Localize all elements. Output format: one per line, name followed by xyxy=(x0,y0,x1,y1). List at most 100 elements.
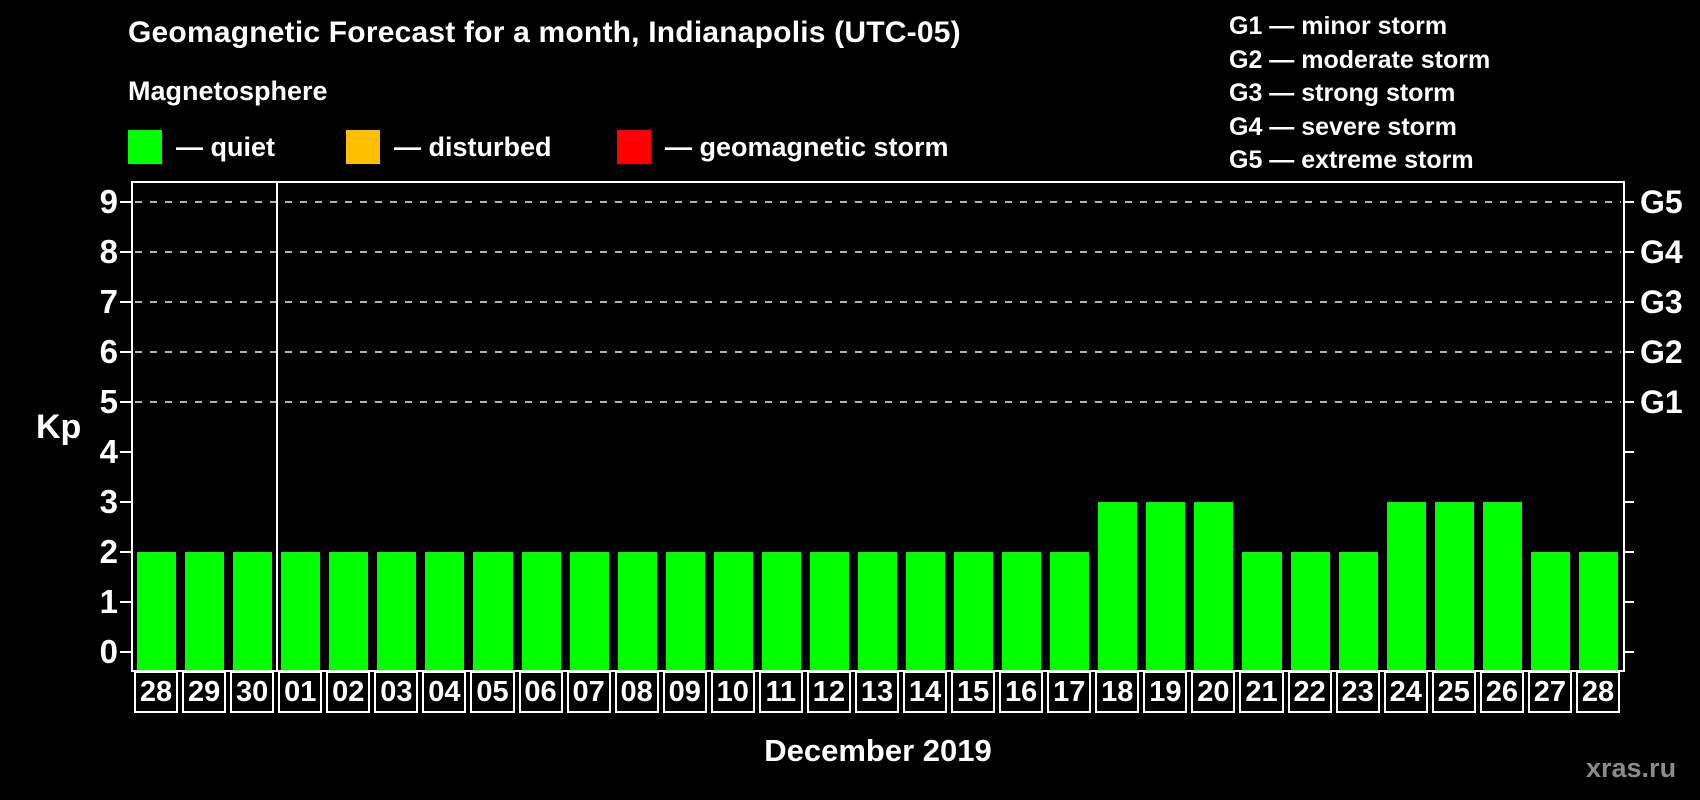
day-cell-22-idx24: 22 xyxy=(1287,671,1332,713)
legend-label-disturbed: — disturbed xyxy=(394,131,552,162)
y-axis-tick-right-7 xyxy=(1623,301,1634,303)
kp-bar-day-23-idx25 xyxy=(1338,552,1378,670)
y-axis-label-7: 7 xyxy=(99,283,118,320)
disturbed-color-swatch xyxy=(346,130,380,164)
day-cell-13-idx15: 13 xyxy=(854,671,900,713)
y-axis-tick-right-4 xyxy=(1623,451,1634,453)
g-legend-line-g3: G3 — strong storm xyxy=(1229,79,1456,107)
storm-color-swatch xyxy=(617,130,651,164)
kp-bar-day-07-idx9 xyxy=(569,552,609,670)
day-cell-20-idx22: 20 xyxy=(1191,671,1236,713)
y-axis-tick-right-6 xyxy=(1623,351,1634,353)
g-axis-label-g3: G3 xyxy=(1640,284,1683,320)
day-cell-04-idx6: 04 xyxy=(422,671,467,713)
kp-bar-day-25-idx27 xyxy=(1434,502,1474,670)
day-cell-03-idx5: 03 xyxy=(374,671,419,713)
kp-bar-day-16-idx18 xyxy=(1002,552,1042,670)
day-cell-16-idx18: 16 xyxy=(999,671,1044,713)
kp-bar-day-02-idx4 xyxy=(329,552,369,670)
day-cell-14-idx16: 14 xyxy=(903,671,948,713)
kp-bar-day-04-idx6 xyxy=(425,552,465,670)
kp-bar-day-28-idx0 xyxy=(137,552,177,670)
kp-bar-day-27-idx29 xyxy=(1530,552,1570,670)
day-cell-25-idx27: 25 xyxy=(1431,671,1476,713)
kp-bar-day-11-idx13 xyxy=(761,552,801,670)
y-axis-label-4: 4 xyxy=(99,433,118,470)
day-cell-06-idx8: 06 xyxy=(518,671,563,713)
day-cell-30-idx2: 30 xyxy=(230,671,275,713)
day-cell-28-idx30: 28 xyxy=(1575,671,1620,713)
y-axis-tick-left-7 xyxy=(120,301,131,303)
kp-bar-day-18-idx20 xyxy=(1098,502,1138,670)
y-axis-label-8: 8 xyxy=(99,233,118,270)
day-cell-01-idx3: 01 xyxy=(278,671,323,713)
day-cell-18-idx20: 18 xyxy=(1095,671,1140,713)
kp-bar-day-22-idx24 xyxy=(1290,552,1330,670)
legend-item-quiet: — quiet xyxy=(128,130,275,164)
g-legend-line-g5: G5 — extreme storm xyxy=(1229,146,1474,174)
kp-bar-day-19-idx21 xyxy=(1146,502,1186,670)
y-axis-label-0: 0 xyxy=(99,633,118,670)
kp-bar-day-12-idx14 xyxy=(809,552,849,670)
day-cell-29-idx1: 29 xyxy=(182,671,227,713)
day-cell-19-idx21: 19 xyxy=(1143,671,1188,713)
grid-line-kp7 xyxy=(135,301,1621,303)
kp-bar-day-21-idx23 xyxy=(1242,552,1282,670)
day-cell-17-idx19: 17 xyxy=(1047,671,1092,713)
y-axis-label-5: 5 xyxy=(99,383,118,420)
kp-bar-day-08-idx10 xyxy=(617,552,657,670)
kp-bar-day-14-idx16 xyxy=(906,552,946,670)
g-axis-label-g5: G5 xyxy=(1640,184,1683,220)
g-axis-label-g2: G2 xyxy=(1640,334,1683,370)
y-axis-tick-right-1 xyxy=(1623,601,1634,603)
g-scale-legend: G1 — minor storm G2 — moderate storm G3 … xyxy=(1229,10,1490,178)
y-axis-label-1: 1 xyxy=(99,583,118,620)
legend-item-geomagnetic-storm: — geomagnetic storm xyxy=(617,130,949,164)
y-axis-tick-left-0 xyxy=(120,651,131,653)
kp-bar-day-06-idx8 xyxy=(521,552,561,670)
day-cell-07-idx9: 07 xyxy=(566,671,611,713)
kp-bar-day-30-idx2 xyxy=(233,552,273,670)
y-axis-title: Kp xyxy=(36,408,82,446)
kp-bar-day-28-idx30 xyxy=(1578,552,1618,670)
y-axis-tick-left-3 xyxy=(120,501,131,503)
day-cell-02-idx4: 02 xyxy=(326,671,371,713)
day-cell-15-idx17: 15 xyxy=(951,671,996,713)
day-cell-26-idx28: 26 xyxy=(1479,671,1524,713)
g-legend-line-g4: G4 — severe storm xyxy=(1229,112,1457,141)
grid-line-kp5 xyxy=(135,401,1621,403)
y-axis-tick-left-5 xyxy=(120,401,131,403)
y-axis-tick-right-9 xyxy=(1623,201,1634,203)
grid-line-kp9 xyxy=(135,201,1621,203)
y-axis-label-9: 9 xyxy=(99,183,118,220)
day-cell-05-idx7: 05 xyxy=(470,671,515,713)
y-axis-tick-right-2 xyxy=(1623,551,1634,553)
y-axis-tick-right-8 xyxy=(1623,251,1634,253)
kp-bar-day-29-idx1 xyxy=(185,552,225,670)
grid-line-kp6 xyxy=(135,351,1621,353)
day-cell-11-idx13: 11 xyxy=(758,671,803,713)
day-cell-12-idx14: 12 xyxy=(806,671,851,713)
day-cell-23-idx25: 23 xyxy=(1335,671,1380,713)
kp-bar-day-24-idx26 xyxy=(1386,502,1426,670)
y-axis-label-2: 2 xyxy=(99,533,118,570)
x-axis-title: December 2019 xyxy=(764,733,992,768)
day-cell-08-idx10: 08 xyxy=(614,671,659,713)
y-axis-tick-left-6 xyxy=(120,351,131,353)
day-cell-28-idx0: 28 xyxy=(134,671,179,713)
day-cell-27-idx29: 27 xyxy=(1527,671,1572,713)
kp-bar-day-26-idx28 xyxy=(1482,502,1522,670)
g-legend-line-g1: G1 — minor storm xyxy=(1229,12,1448,40)
kp-bar-day-09-idx11 xyxy=(665,552,705,670)
kp-bar-day-10-idx12 xyxy=(713,552,753,670)
watermark: xras.ru xyxy=(1586,753,1677,783)
quiet-color-swatch xyxy=(128,130,162,164)
kp-bar-day-13-idx15 xyxy=(857,552,898,670)
legend-label-geomagnetic-storm: — geomagnetic storm xyxy=(665,131,949,162)
kp-bar-day-03-idx5 xyxy=(377,552,417,670)
magnetosphere-label: Magnetosphere xyxy=(128,76,328,106)
y-axis-tick-left-9 xyxy=(120,201,131,203)
legend-item-disturbed: — disturbed xyxy=(346,130,552,164)
